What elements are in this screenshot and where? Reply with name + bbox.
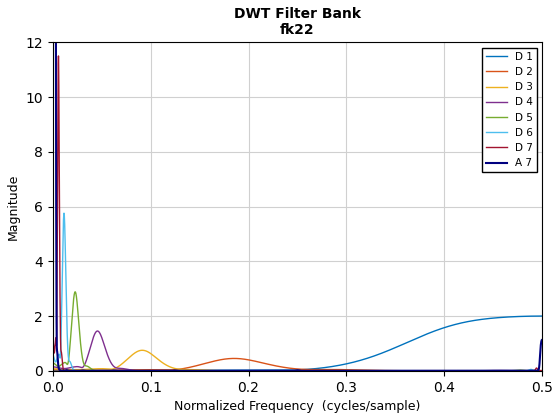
D 1 (539, 314, 545, 319)
D 6 (539, 368, 545, 373)
A 7 (483, 368, 489, 373)
Line: D 7: D 7 (53, 56, 542, 371)
D 4 (88, 341, 95, 346)
Y-axis label: Magnitude: Magnitude (7, 173, 20, 240)
D 5 (526, 368, 533, 373)
D 6 (447, 368, 454, 373)
D 1 (526, 314, 533, 319)
D 6 (60, 211, 67, 216)
D 4 (539, 368, 545, 373)
Line: D 2: D 2 (53, 358, 542, 371)
D 1 (447, 323, 454, 328)
D 4 (508, 368, 515, 373)
D 7 (49, 337, 56, 342)
D 6 (88, 368, 95, 373)
D 3 (526, 368, 533, 373)
D 3 (508, 368, 515, 373)
Line: A 7: A 7 (53, 0, 542, 371)
D 6 (383, 368, 390, 373)
D 4 (94, 328, 101, 333)
D 2 (231, 356, 237, 361)
D 5 (376, 368, 382, 373)
D 4 (376, 368, 382, 373)
X-axis label: Normalized Frequency  (cycles/sample): Normalized Frequency (cycles/sample) (174, 400, 421, 413)
D 7 (447, 368, 454, 373)
D 1 (508, 314, 515, 319)
D 5 (539, 368, 545, 373)
D 2 (526, 368, 533, 373)
D 2 (489, 368, 496, 373)
D 1 (483, 316, 489, 321)
D 4 (447, 368, 454, 373)
D 5 (361, 368, 368, 373)
D 2 (447, 368, 454, 373)
D 1 (137, 368, 143, 373)
D 7 (376, 368, 382, 373)
D 2 (49, 367, 56, 372)
D 4 (405, 368, 412, 373)
D 5 (483, 368, 489, 373)
Title: DWT Filter Bank
fk22: DWT Filter Bank fk22 (234, 7, 361, 37)
D 2 (508, 368, 515, 373)
D 7 (372, 368, 379, 373)
Line: D 4: D 4 (53, 331, 542, 371)
Legend: D 1, D 2, D 3, D 4, D 5, D 6, D 7, A 7: D 1, D 2, D 3, D 4, D 5, D 6, D 7, A 7 (482, 48, 537, 173)
D 3 (539, 368, 545, 373)
D 7 (526, 368, 533, 373)
D 6 (483, 368, 489, 373)
D 6 (526, 367, 533, 372)
D 5 (72, 289, 78, 294)
Line: D 6: D 6 (53, 213, 542, 371)
D 6 (376, 368, 382, 373)
D 7 (508, 368, 515, 373)
Line: D 5: D 5 (53, 292, 542, 371)
A 7 (539, 337, 545, 342)
D 3 (376, 368, 382, 373)
D 3 (447, 368, 454, 373)
D 6 (508, 368, 515, 373)
D 4 (483, 368, 489, 373)
D 3 (318, 368, 324, 373)
D 7 (55, 53, 62, 58)
D 2 (88, 368, 95, 373)
D 4 (49, 365, 56, 370)
D 2 (483, 368, 489, 373)
A 7 (376, 368, 382, 373)
A 7 (447, 368, 454, 373)
Line: D 1: D 1 (53, 316, 542, 370)
D 3 (483, 368, 489, 373)
D 6 (49, 353, 56, 358)
D 7 (483, 368, 489, 373)
D 1 (88, 368, 95, 373)
D 7 (88, 368, 95, 373)
D 1 (376, 352, 382, 357)
D 5 (447, 368, 454, 373)
D 1 (49, 368, 56, 373)
D 5 (49, 360, 56, 365)
D 2 (539, 368, 545, 373)
D 5 (88, 367, 95, 372)
D 2 (376, 368, 382, 373)
D 3 (88, 367, 95, 372)
D 3 (139, 348, 146, 353)
A 7 (526, 368, 533, 373)
A 7 (88, 368, 95, 373)
Line: D 3: D 3 (53, 350, 542, 371)
D 4 (526, 368, 533, 373)
A 7 (508, 368, 515, 373)
D 5 (508, 368, 515, 373)
A 7 (377, 368, 384, 373)
D 7 (539, 368, 545, 373)
D 3 (49, 366, 56, 371)
